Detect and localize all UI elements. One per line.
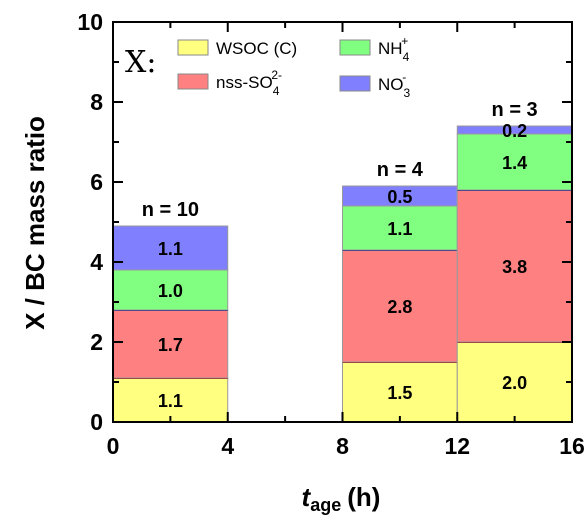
y-tick-label: 4 [90, 249, 103, 275]
y-tick-label: 8 [90, 89, 103, 115]
legend-swatch-so4 [177, 73, 209, 90]
bar-labels-layer: 1.1 1.7 1.0 1.1 n = 10 1.5 2.8 1.1 0.5 n = 4 2.0 3.… [142, 99, 538, 411]
legend-prefix: X: [125, 45, 156, 80]
bar-2-wsoc-label: 2.0 [502, 373, 527, 393]
bar-2-wsoc [456, 341, 573, 423]
x-tick-label: 12 [444, 433, 470, 459]
x-axis-title: tage (h) [302, 482, 381, 515]
y-tick-label: 6 [90, 169, 103, 195]
y-axis-title: X / BC mass ratio [20, 116, 50, 330]
legend-label-wsoc: WSOC (C) [216, 39, 297, 58]
legend-label-so4: nss-SO42- [216, 68, 282, 98]
bar-1-nh4-label: 1.1 [387, 219, 412, 239]
y-tick-label: 10 [77, 9, 103, 35]
y-tick-label: 2 [90, 329, 103, 355]
bar-2-so4-label: 3.8 [502, 257, 527, 277]
x-tick-label: 4 [221, 433, 234, 459]
bar-2-nh4 [456, 133, 573, 191]
bar-1-wsoc-label: 1.5 [387, 383, 412, 403]
legend-swatch-wsoc [177, 39, 209, 56]
bar-2-no3-label: 0.2 [502, 121, 527, 141]
bar-0-n-label: n = 10 [142, 199, 199, 221]
legend: X: WSOC (C) NH4+ nss-SO42- NO3- [125, 34, 411, 100]
axes-layer: 0 2 4 6 8 10 0 4 8 12 16 [77, 9, 584, 459]
legend-swatch-no3 [339, 75, 371, 92]
bar-0-wsoc-label: 1.1 [158, 391, 183, 411]
bar-0-so4 [112, 309, 229, 379]
bar-2-n-label: n = 3 [492, 99, 538, 121]
bar-2-so4 [456, 189, 573, 343]
bar-0-so4-label: 1.7 [158, 335, 183, 355]
legend-label-nh4: NH4+ [378, 34, 410, 64]
bar-1-so4-label: 2.8 [387, 297, 412, 317]
bars-layer [112, 125, 573, 423]
bar-1-n-label: n = 4 [377, 159, 424, 181]
bar-0-wsoc [112, 377, 229, 423]
legend-swatch-nh4 [339, 39, 371, 56]
x-tick-label: 0 [107, 433, 120, 459]
x-tick-label: 16 [559, 433, 585, 459]
bar-2-nh4-label: 1.4 [502, 153, 527, 173]
y-tick-label: 0 [90, 409, 103, 435]
bar-0-nh4-label: 1.0 [158, 281, 183, 301]
x-tick-label: 8 [336, 433, 349, 459]
bar-1-no3-label: 0.5 [387, 187, 412, 207]
legend-label-no3: NO3- [378, 70, 411, 100]
bar-0-no3-label: 1.1 [158, 239, 183, 259]
bar-1-so4 [342, 249, 458, 363]
